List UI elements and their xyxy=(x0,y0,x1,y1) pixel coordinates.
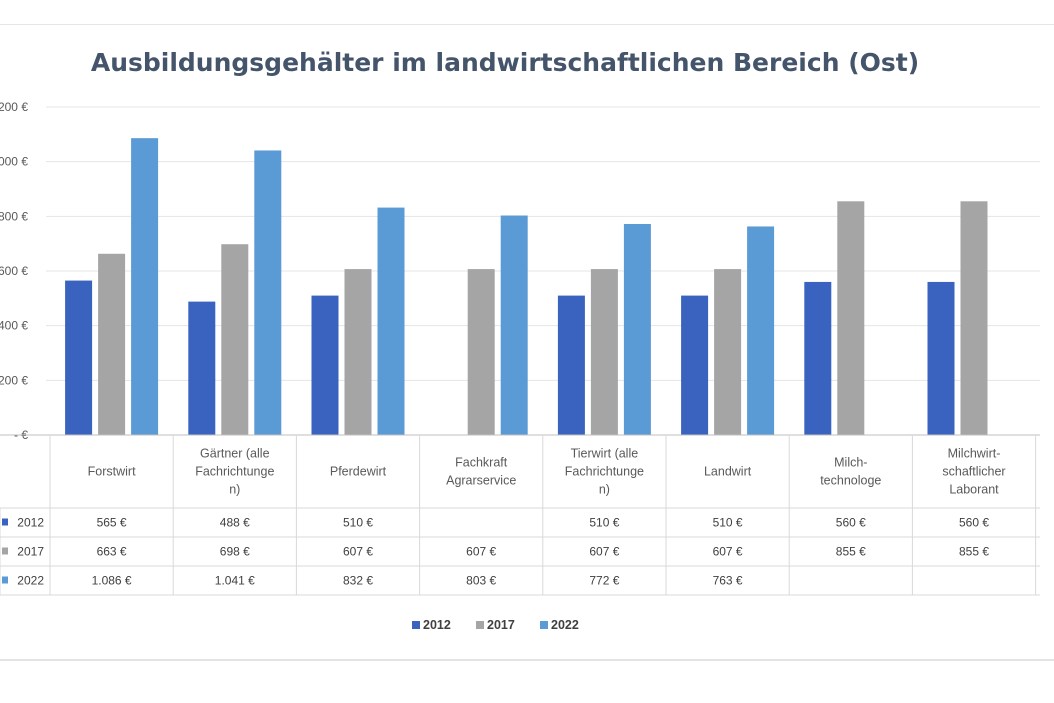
row-label: 2012 xyxy=(17,516,44,530)
category-label: Fachkraft xyxy=(455,456,508,470)
data-label: 488 € xyxy=(220,516,250,530)
row-legend-key xyxy=(2,518,8,526)
data-label: 855 € xyxy=(959,545,989,559)
category-label: Milch- xyxy=(834,456,867,470)
data-label: 698 € xyxy=(220,545,250,559)
category-label: technologe xyxy=(820,474,881,488)
category-label: Gärtner (alle xyxy=(200,447,270,461)
chart-title: Ausbildungsgehälter im landwirtschaftlic… xyxy=(91,48,919,77)
data-label: 663 € xyxy=(97,545,127,559)
legend-label: 2022 xyxy=(551,618,579,632)
chart-frame: Ausbildungsgehälter im landwirtschaftlic… xyxy=(0,24,1054,661)
data-label: 772 € xyxy=(589,574,619,588)
plot-area: - €200 €400 €600 €800 €1.000 €1.200 € xyxy=(0,100,1040,442)
category-label: Pferdewirt xyxy=(330,465,387,479)
data-label: 832 € xyxy=(343,574,373,588)
category-label: Tierwirt (alle xyxy=(571,447,639,461)
y-tick-label: 800 € xyxy=(0,209,28,223)
data-label: 803 € xyxy=(466,574,496,588)
data-label: 1.041 € xyxy=(215,574,255,588)
category-label: schaftlicher xyxy=(942,465,1005,479)
data-label: 1.086 € xyxy=(92,574,132,588)
data-label: 560 € xyxy=(836,516,866,530)
category-label: Fachrichtunge xyxy=(565,465,644,479)
bar-2012 xyxy=(311,295,339,435)
chart: Ausbildungsgehälter im landwirtschaftlic… xyxy=(0,48,1040,632)
category-label: Fachrichtunge xyxy=(195,465,274,479)
bar-2017 xyxy=(960,201,988,435)
category-label: Forstwirt xyxy=(88,465,136,479)
y-tick-label: 200 € xyxy=(0,373,28,387)
row-legend-key xyxy=(2,576,8,584)
y-tick-label: 1.000 € xyxy=(0,155,28,169)
bar-2022 xyxy=(377,207,405,435)
bar-2012 xyxy=(65,280,93,435)
y-tick-label: 400 € xyxy=(0,319,28,333)
legend: 2012 2017 2022 xyxy=(412,618,579,632)
bar-2012 xyxy=(681,295,709,435)
legend-key-2017 xyxy=(476,621,484,629)
bar-2022 xyxy=(254,150,282,435)
data-label: 510 € xyxy=(589,516,619,530)
row-legend-key xyxy=(2,547,8,555)
data-label: 607 € xyxy=(713,545,743,559)
bar-2017 xyxy=(221,244,249,435)
y-tick-label: 1.200 € xyxy=(0,100,28,114)
legend-label: 2017 xyxy=(487,618,515,632)
data-label: 510 € xyxy=(713,516,743,530)
bar-2017 xyxy=(98,253,126,435)
category-label: n) xyxy=(599,483,610,497)
row-label: 2022 xyxy=(17,574,44,588)
bar-2017 xyxy=(714,269,742,435)
category-label: n) xyxy=(229,483,240,497)
category-label: Landwirt xyxy=(704,465,752,479)
data-label: 607 € xyxy=(589,545,619,559)
data-label: 855 € xyxy=(836,545,866,559)
bar-2017 xyxy=(837,201,865,435)
y-tick-label: 600 € xyxy=(0,264,28,278)
category-label: Agrarservice xyxy=(446,474,516,488)
bar-2012 xyxy=(927,281,955,435)
data-label: 565 € xyxy=(97,516,127,530)
bar-2022 xyxy=(131,138,159,435)
data-label: 763 € xyxy=(713,574,743,588)
bar-2012 xyxy=(804,281,832,435)
data-label: 607 € xyxy=(466,545,496,559)
bar-2022 xyxy=(623,223,651,435)
bar-2017 xyxy=(590,269,618,435)
category-label: Laborant xyxy=(949,483,999,497)
bar-2022 xyxy=(747,226,775,435)
row-label: 2017 xyxy=(17,545,44,559)
data-label: 607 € xyxy=(343,545,373,559)
data-table: Forstwirt Gärtner (alle Fachrichtunge n) Pfe… xyxy=(0,434,1040,596)
data-label: 560 € xyxy=(959,516,989,530)
legend-key-2022 xyxy=(540,621,548,629)
bar-2022 xyxy=(500,215,528,435)
bar-2012 xyxy=(557,295,585,435)
bar-2012 xyxy=(188,301,216,435)
bar-2017 xyxy=(344,269,372,435)
bar-2017 xyxy=(467,269,495,435)
category-label: Milchwirt- xyxy=(948,447,1001,461)
data-label: 510 € xyxy=(343,516,373,530)
legend-key-2012 xyxy=(412,621,420,629)
legend-label: 2012 xyxy=(423,618,451,632)
